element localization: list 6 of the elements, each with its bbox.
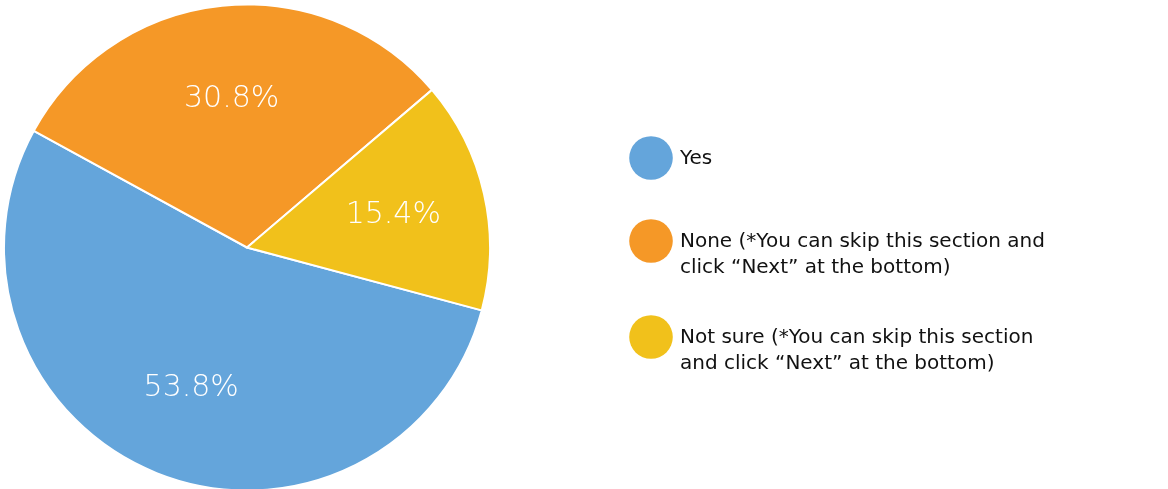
legend-label: Not sure (*You can skip this section and click “Next” at the bottom) bbox=[680, 324, 1034, 374]
legend-label: None (*You can skip this section and click “Next” at the bottom) bbox=[680, 228, 1045, 278]
data-label: 53.8% bbox=[143, 367, 239, 403]
data-label: 30.8% bbox=[183, 79, 280, 115]
legend-label: Yes bbox=[679, 145, 713, 169]
data-label: 15.4% bbox=[345, 195, 441, 231]
